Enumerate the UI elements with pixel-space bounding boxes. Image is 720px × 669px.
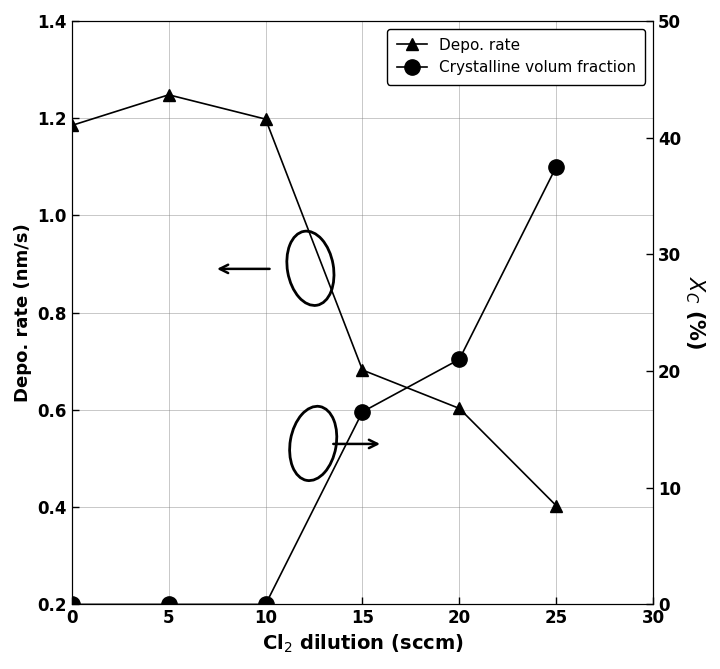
Y-axis label: Depo. rate (nm/s): Depo. rate (nm/s): [14, 223, 32, 402]
Crystalline volum fraction: [552, 163, 561, 171]
Depo. rate: [552, 502, 561, 510]
Line: Depo. rate: Depo. rate: [66, 88, 562, 512]
Depo. rate: [358, 366, 366, 374]
Legend: Depo. rate, Crystalline volum fraction: Depo. rate, Crystalline volum fraction: [387, 29, 646, 84]
Depo. rate: [68, 121, 76, 129]
Crystalline volum fraction: [261, 600, 270, 608]
Depo. rate: [164, 91, 173, 99]
X-axis label: Cl$_2$ dilution (sccm): Cl$_2$ dilution (sccm): [261, 633, 463, 655]
Depo. rate: [261, 115, 270, 123]
Crystalline volum fraction: [455, 355, 464, 363]
Crystalline volum fraction: [358, 408, 366, 416]
Line: Crystalline volum fraction: Crystalline volum fraction: [64, 159, 564, 612]
Crystalline volum fraction: [164, 600, 173, 608]
Y-axis label: $X_C$ (%): $X_C$ (%): [683, 276, 706, 349]
Crystalline volum fraction: [68, 600, 76, 608]
Depo. rate: [455, 405, 464, 413]
